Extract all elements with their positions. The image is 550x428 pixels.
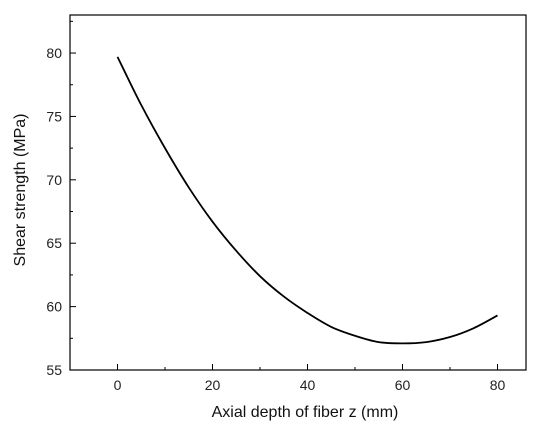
x-tick-label: 0 <box>114 377 122 393</box>
y-tick-label: 75 <box>46 108 62 124</box>
x-axis-title: Axial depth of fiber z (mm) <box>212 404 399 421</box>
y-tick-label: 65 <box>46 235 62 251</box>
x-tick-label: 80 <box>490 377 506 393</box>
axis-tick-labels: 0 20 40 60 80 55 60 65 70 75 80 <box>46 45 505 393</box>
x-tick-label: 60 <box>395 377 411 393</box>
plot-frame <box>69 14 527 371</box>
y-tick-label: 80 <box>46 45 62 61</box>
x-tick-label: 20 <box>205 377 221 393</box>
series-line <box>116 56 498 345</box>
y-tick-label: 70 <box>46 172 62 188</box>
y-tick-label: 60 <box>46 299 62 315</box>
y-axis-title: Shear strength (MPa) <box>12 114 29 267</box>
x-tick-label: 40 <box>300 377 316 393</box>
axis-ticks <box>70 20 498 371</box>
y-tick-label: 55 <box>46 362 62 378</box>
